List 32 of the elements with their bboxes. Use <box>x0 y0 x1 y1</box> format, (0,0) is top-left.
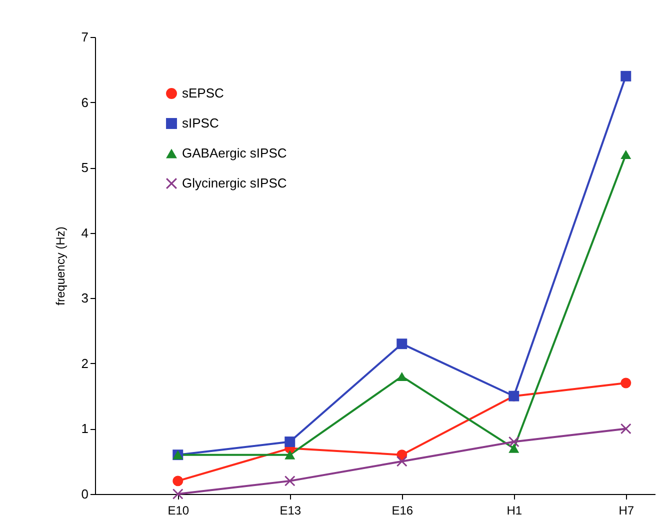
y-tick-label: 2 <box>81 356 88 371</box>
y-tick-label: 5 <box>81 160 88 176</box>
point <box>396 372 408 382</box>
point <box>284 450 296 460</box>
y-tick-label: 6 <box>81 94 88 110</box>
y-tick-label: 1 <box>81 421 88 436</box>
point <box>620 150 632 160</box>
x-tick-label: E16 <box>392 504 414 518</box>
point <box>284 436 296 448</box>
x-tick-label: E13 <box>280 504 302 518</box>
point <box>620 378 632 388</box>
x-tick-label: E10 <box>168 504 190 518</box>
y-tick-label: 4 <box>81 225 88 240</box>
point <box>172 476 184 486</box>
y-tick-label: 7 <box>81 30 88 44</box>
y-axis-title: frequency (Hz) <box>53 226 68 306</box>
point <box>284 476 296 486</box>
y-tick-label: 3 <box>81 290 88 306</box>
legend-label: Glycinergic sIPSC <box>182 176 287 190</box>
point <box>620 423 632 434</box>
legend-label: sIPSC <box>182 116 219 130</box>
point <box>172 488 184 500</box>
point <box>396 338 408 350</box>
legend-label: GABAergic sIPSC <box>182 146 287 160</box>
x-tick-label: H1 <box>506 504 522 518</box>
x-tick-label: H7 <box>618 504 634 518</box>
y-tick-label: 0 <box>81 486 88 502</box>
legend-label: sEPSC <box>182 86 224 100</box>
point <box>620 70 632 82</box>
point <box>508 436 520 448</box>
point <box>396 456 408 467</box>
point <box>508 444 520 453</box>
